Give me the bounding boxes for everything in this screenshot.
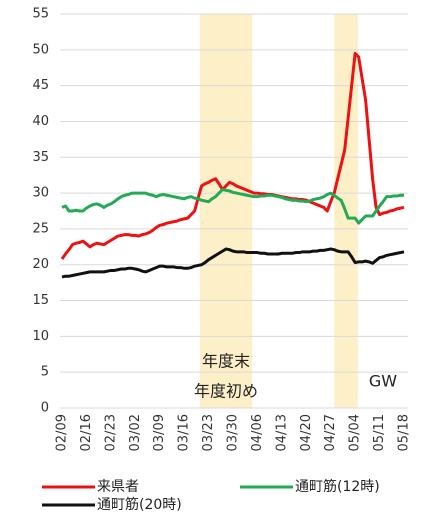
lines <box>60 51 405 279</box>
y-tick-label: 50 <box>32 42 49 57</box>
y-tick-label: 15 <box>32 293 49 308</box>
x-tick-label: 03/23 <box>201 414 216 451</box>
y-tick-label: 30 <box>32 186 49 201</box>
series-line <box>60 51 405 260</box>
annotation: GW <box>369 372 397 391</box>
highlight-band <box>199 14 253 408</box>
series-line <box>61 188 404 225</box>
x-tick-label: 04/27 <box>323 414 338 451</box>
y-tick-label: 55 <box>32 7 49 22</box>
annotation: 年度末 <box>202 352 250 371</box>
highlight-bands <box>199 14 358 408</box>
x-tick-label: 03/09 <box>152 414 167 451</box>
y-tick-label: 20 <box>32 257 49 272</box>
x-tick-label: 04/06 <box>250 414 265 451</box>
x-tick-label: 05/04 <box>348 414 363 451</box>
x-tick-label: 02/16 <box>79 414 94 451</box>
x-tick-label: 03/16 <box>177 414 192 451</box>
x-tick-label: 04/13 <box>274 414 289 451</box>
legend-label: 来県者 <box>97 479 139 495</box>
y-tick-label: 0 <box>41 401 49 416</box>
x-tick-label: 02/09 <box>55 414 70 451</box>
x-tick-label: 02/23 <box>103 414 118 451</box>
x-tick-label: 03/30 <box>226 414 241 451</box>
legend-label: 通町筋(12時) <box>295 478 380 495</box>
y-tick-label: 25 <box>32 221 49 236</box>
x-tick-label: 05/18 <box>397 414 412 451</box>
y-tick-label: 40 <box>32 114 49 129</box>
y-tick-label: 5 <box>41 365 49 380</box>
legend-label: 通町筋(20時) <box>97 496 182 513</box>
x-tick-label: 03/02 <box>128 414 143 451</box>
grid <box>60 13 408 409</box>
y-tick-label: 10 <box>32 329 49 344</box>
series-line <box>61 247 405 279</box>
x-tick-label: 04/20 <box>299 414 314 451</box>
annotation: 年度初め <box>194 382 258 401</box>
y-tick-label: 45 <box>32 78 49 93</box>
y-tick-label: 35 <box>32 150 49 165</box>
x-tick-label: 05/11 <box>372 414 387 451</box>
